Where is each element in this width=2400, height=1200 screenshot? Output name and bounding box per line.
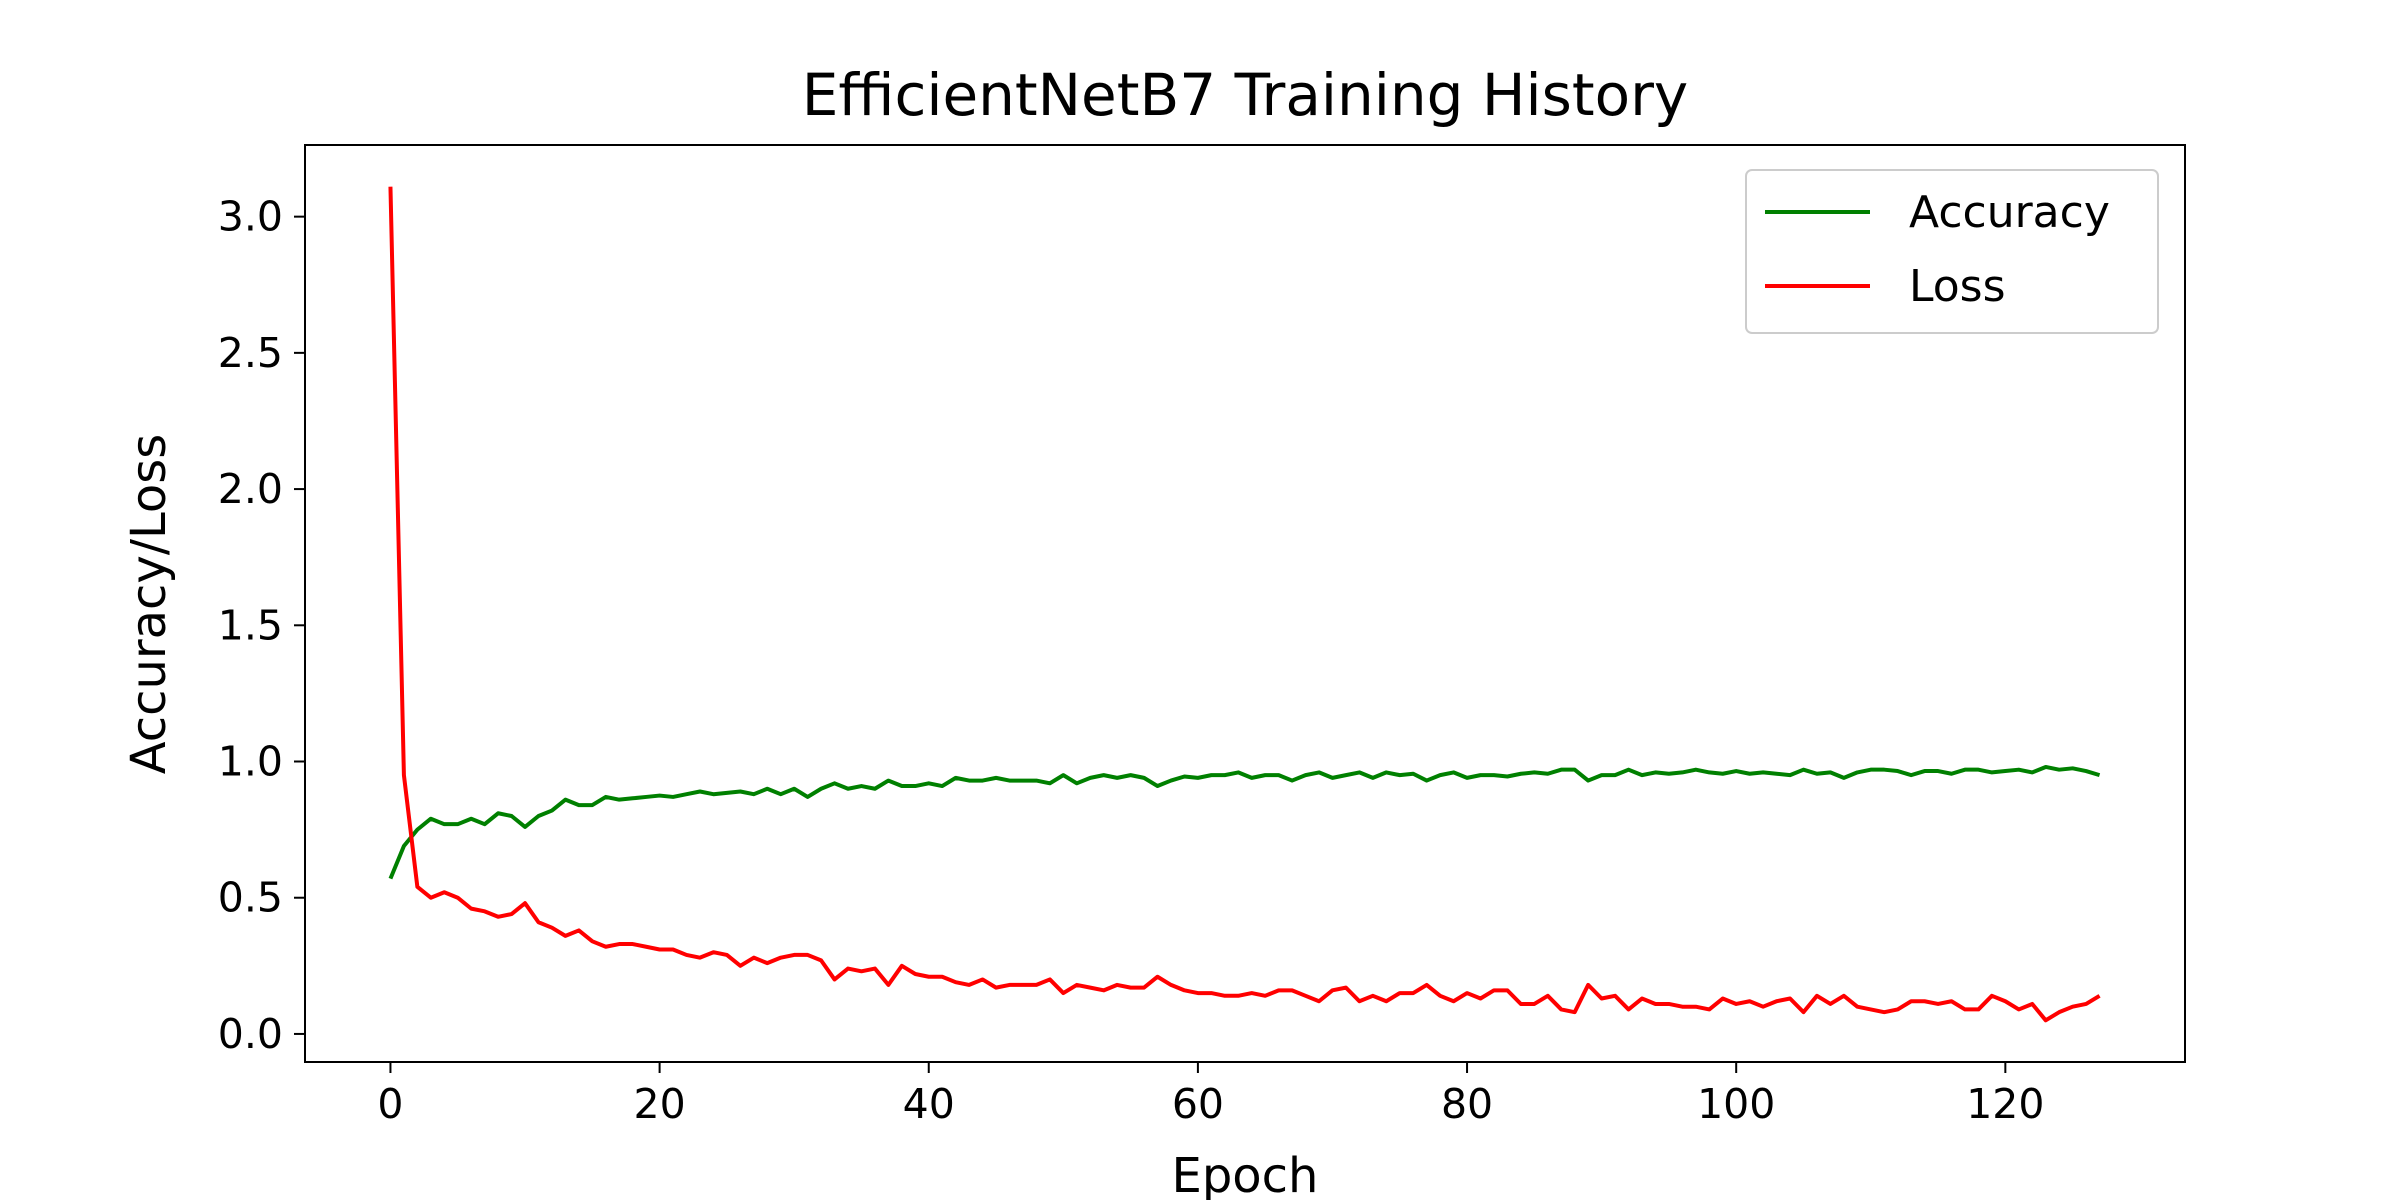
data-line	[388, 186, 2101, 1023]
y-tick-label: 1.5	[218, 601, 283, 649]
data-line	[388, 764, 2101, 880]
y-tick-label: 2.5	[218, 329, 283, 377]
x-tick-label: 120	[1966, 1080, 2044, 1128]
x-tick-label: 40	[903, 1080, 955, 1128]
y-tick-label: 0.5	[218, 874, 283, 922]
plot-frame	[304, 144, 2186, 1063]
y-tick-label: 2.0	[218, 465, 283, 513]
legend-label: Accuracy	[1909, 187, 2110, 238]
legend-label: Loss	[1909, 261, 2006, 312]
x-axis-label: Epoch	[1172, 1148, 1319, 1200]
y-tick-label: 3.0	[218, 193, 283, 241]
x-tick-label: 20	[634, 1080, 686, 1128]
plot-area: 0 20 40 60 80 100 120 0.0 0.5 1.0 1.5 2.0 2.5 3.0 Accu…	[218, 144, 2186, 1128]
x-tick-label: 100	[1697, 1080, 1775, 1128]
x-tick-label: 80	[1441, 1080, 1493, 1128]
y-axis-label: Accuracy/Loss	[121, 434, 177, 775]
legend: Accuracy Loss	[1745, 169, 2159, 334]
x-tick-label: 60	[1172, 1080, 1224, 1128]
y-tick-label: 1.0	[218, 738, 283, 786]
x-tick-label: 0	[377, 1080, 403, 1128]
chart-title: EfficientNetB7 Training History	[802, 61, 1688, 129]
y-tick-label: 0.0	[218, 1010, 283, 1058]
